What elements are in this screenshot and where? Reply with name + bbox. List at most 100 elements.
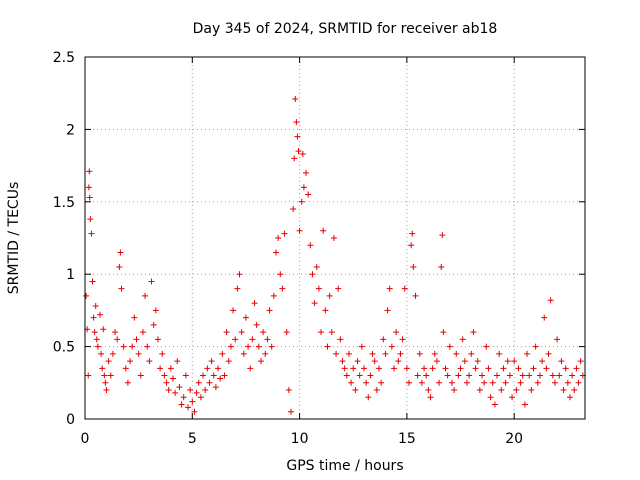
data-point — [300, 184, 307, 191]
data-point — [528, 387, 535, 394]
data-point — [272, 249, 279, 256]
y-tick-label: 1.5 — [53, 195, 75, 211]
data-point — [298, 198, 305, 205]
data-point — [114, 336, 121, 343]
y-axis-label: SRMTID / TECUs — [6, 182, 22, 295]
data-point — [103, 387, 110, 394]
data-point — [124, 379, 131, 386]
data-point — [339, 358, 346, 365]
data-point — [89, 278, 96, 285]
data-point — [440, 329, 447, 336]
data-point — [219, 350, 226, 357]
data-point — [291, 155, 298, 162]
data-point — [569, 372, 576, 379]
data-point — [489, 379, 496, 386]
data-point — [388, 343, 395, 350]
data-point — [293, 119, 300, 126]
data-point — [242, 314, 249, 321]
data-point — [545, 350, 552, 357]
data-point — [337, 336, 344, 343]
data-point — [431, 350, 438, 357]
data-point — [191, 408, 198, 415]
data-point — [324, 343, 331, 350]
data-point — [94, 343, 101, 350]
data-point — [320, 227, 327, 234]
data-point — [457, 365, 464, 372]
y-tick-label: 0.5 — [53, 340, 75, 356]
data-point — [277, 271, 284, 278]
x-tick-label: 0 — [81, 431, 90, 447]
data-point — [384, 307, 391, 314]
data-point — [262, 350, 269, 357]
data-point — [322, 307, 329, 314]
data-point — [532, 343, 539, 350]
data-point — [142, 292, 149, 299]
data-point — [240, 350, 247, 357]
data-point — [87, 216, 94, 223]
data-point — [150, 321, 157, 328]
data-point — [303, 169, 310, 176]
data-point — [341, 365, 348, 372]
data-point — [102, 379, 109, 386]
data-point — [455, 372, 462, 379]
data-point — [481, 379, 488, 386]
data-point — [543, 365, 550, 372]
data-point — [573, 365, 580, 372]
data-point — [373, 387, 380, 394]
data-point — [206, 379, 213, 386]
data-point — [268, 343, 275, 350]
data-point — [154, 336, 161, 343]
data-point — [101, 372, 108, 379]
x-axis-label: GPS time / hours — [286, 458, 403, 474]
data-point — [416, 350, 423, 357]
data-point — [172, 389, 179, 396]
data-point — [459, 336, 466, 343]
data-point — [575, 379, 582, 386]
x-tick-label: 15 — [398, 431, 416, 447]
data-point — [86, 194, 93, 201]
data-point — [227, 343, 234, 350]
data-point — [148, 278, 155, 285]
data-point — [421, 365, 428, 372]
data-point — [133, 336, 140, 343]
data-point — [112, 329, 119, 336]
data-point — [367, 372, 374, 379]
data-point — [423, 372, 430, 379]
y-tick-label: 2.5 — [53, 50, 75, 66]
data-point — [418, 379, 425, 386]
data-point — [506, 372, 513, 379]
data-point — [118, 285, 125, 292]
data-point — [275, 235, 282, 241]
data-point — [502, 379, 509, 386]
data-point — [350, 365, 357, 372]
data-point — [146, 358, 153, 365]
data-point — [105, 358, 112, 365]
data-point — [288, 408, 295, 415]
data-point — [345, 350, 352, 357]
data-point — [391, 365, 398, 372]
data-point — [90, 314, 97, 321]
data-point — [167, 365, 174, 372]
data-point — [382, 350, 389, 357]
y-tick-label: 0 — [66, 412, 75, 428]
data-point — [360, 365, 367, 372]
data-point — [253, 321, 260, 328]
data-point — [429, 365, 436, 372]
data-point — [330, 235, 337, 241]
data-point — [425, 387, 432, 394]
data-point — [270, 292, 277, 299]
data-point — [524, 350, 531, 357]
data-point — [215, 365, 222, 372]
data-point — [315, 285, 322, 292]
data-point — [547, 297, 554, 304]
data-point — [326, 292, 333, 299]
data-point — [255, 343, 262, 350]
data-point — [393, 329, 400, 336]
data-point — [408, 242, 415, 249]
data-point — [378, 379, 385, 386]
data-point — [221, 372, 228, 379]
data-point — [476, 387, 483, 394]
data-point — [352, 387, 359, 394]
